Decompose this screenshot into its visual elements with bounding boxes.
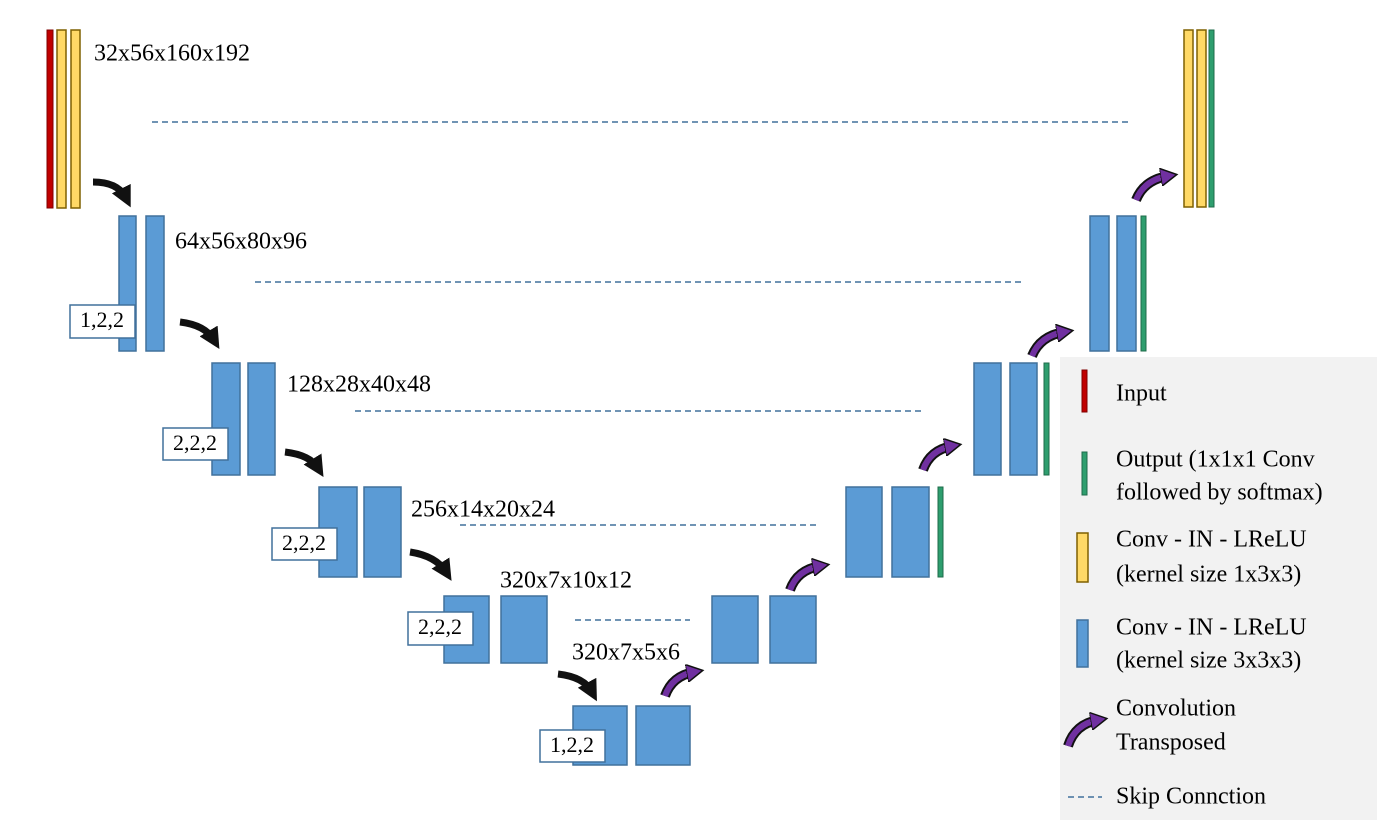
legend-text: Conv - IN - LReLU bbox=[1116, 615, 1307, 641]
legend-text: Output (1x1x1 Conv bbox=[1116, 447, 1315, 473]
legend-text: Conv - IN - LReLU bbox=[1116, 527, 1307, 553]
level-label: 128x28x40x48 bbox=[287, 372, 431, 398]
level-label: 320x7x5x6 bbox=[572, 640, 680, 666]
stride-boxes: 1,2,2 2,2,2 2,2,2 2,2,2 1,2,2 bbox=[69, 304, 606, 763]
stride-label: 1,2,2 bbox=[80, 307, 124, 332]
stride-label: 2,2,2 bbox=[173, 430, 217, 455]
upconv-arrows bbox=[660, 176, 1168, 698]
encoder bbox=[46, 29, 691, 766]
level-label: 64x56x80x96 bbox=[175, 229, 307, 255]
stride-label: 2,2,2 bbox=[418, 614, 462, 639]
legend-text: Convolution bbox=[1116, 696, 1236, 722]
legend-text: Input bbox=[1116, 381, 1167, 407]
level-label: 32x56x160x192 bbox=[94, 41, 250, 67]
stride-label: 2,2,2 bbox=[282, 530, 326, 555]
legend-text: followed by softmax) bbox=[1116, 480, 1323, 506]
level-label: 256x14x20x24 bbox=[411, 497, 555, 523]
legend-text: Skip Connction bbox=[1116, 784, 1266, 810]
stride-label: 1,2,2 bbox=[550, 732, 594, 757]
legend: Input Output (1x1x1 Conv followed by sof… bbox=[1060, 357, 1377, 820]
skip-connections bbox=[152, 121, 1130, 621]
decoder bbox=[660, 29, 1215, 698]
level-labels: 32x56x160x192 64x56x80x96 128x28x40x48 2… bbox=[94, 41, 680, 666]
level-label: 320x7x10x12 bbox=[500, 568, 632, 594]
legend-text: Transposed bbox=[1116, 730, 1226, 756]
legend-text: (kernel size 3x3x3) bbox=[1116, 648, 1301, 674]
legend-text: (kernel size 1x3x3) bbox=[1116, 562, 1301, 588]
